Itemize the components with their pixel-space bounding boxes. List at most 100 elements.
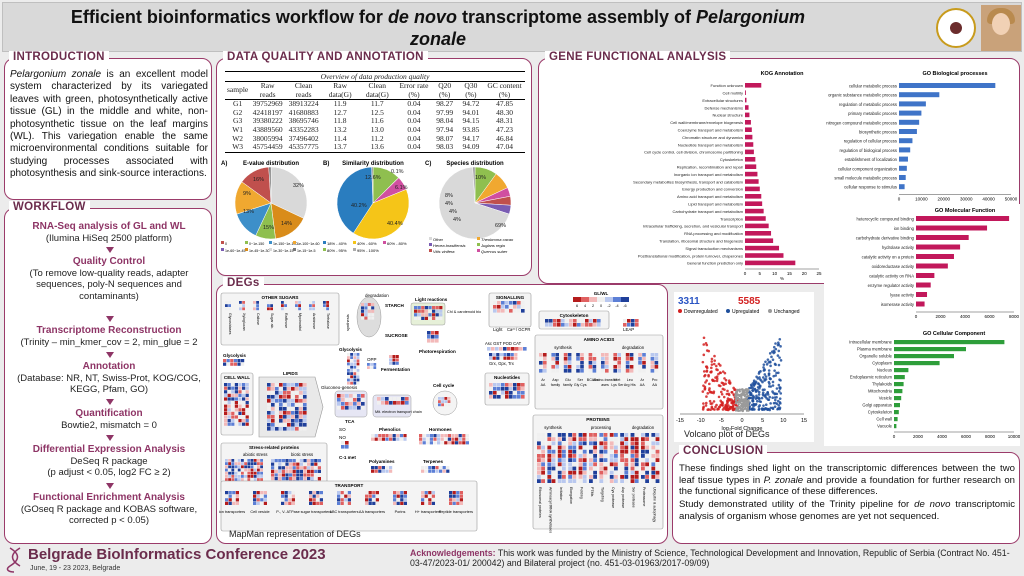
heatmap-cell [599,475,604,479]
tick-label: 6000 [984,314,995,319]
table-cell: 48.30 [496,107,513,117]
heatmap-cell [417,309,421,313]
bar [916,282,931,288]
heatmap-cell [283,411,287,415]
heatmap-cell [547,466,552,471]
heatmap-cell [223,362,227,366]
heatmap-cell [295,411,299,415]
pie-slice-species [472,166,476,204]
heatmap-cell [283,407,287,411]
cell-wall-label: CELL WALL [224,375,250,380]
heatmap-cell [237,468,241,472]
heatmap-cell [505,301,509,305]
heatmap-cell [444,437,448,441]
heatmap-cell [589,449,593,454]
heatmap-cell [250,468,254,472]
heatmap-cell [592,357,597,361]
heatmap-cell [624,470,629,475]
legend-swatch [245,241,248,244]
volcano-point [771,406,775,410]
heatmap-cell [601,353,605,357]
heatmap-cell [456,491,460,495]
heatmap-cell [401,397,405,401]
heatmap-cell [287,427,291,431]
volcano-point [771,380,775,384]
heatmap-cell [620,449,624,454]
table-cell: 94.01 [462,107,480,117]
heatmap-cell [489,383,493,387]
heatmap-cell [493,395,497,399]
heatmap-cell [244,475,247,478]
heatmap-cell [650,369,655,373]
axis-label: log₂Fold Change [722,426,763,432]
conclusion-italic: P. zonale [763,474,804,486]
heatmap-cell [641,479,645,483]
heatmap-cell [489,387,493,391]
transport-label: TRANSPORT [335,483,364,488]
heatmap-cell [651,445,656,450]
heatmap-cell [593,449,597,454]
volcano-point [717,395,721,399]
heatmap-cell [625,361,630,365]
bar-label: Function unknown [711,83,743,88]
volcano-point [764,360,767,364]
tick-label: 4000 [960,314,971,319]
heatmap-cell [603,449,608,454]
heatmap-cell [641,445,645,450]
heatmap-cell [237,462,241,465]
conclusion-text: Study demonstrated utility of the Trinit… [679,499,915,510]
bar [745,201,763,206]
heatmap-cell [271,423,275,427]
heatmap-cell [256,494,260,498]
heatmap-cell [513,395,517,399]
heatmap-cell [242,404,246,408]
data-quality-panel: DATA QUALITY AND ANNOTATION Overview of … [216,51,532,276]
heatmap-cell [257,468,260,472]
heatmap-cell [299,473,303,477]
heatmap-cell [234,393,238,397]
heatmap-cell [237,465,241,469]
heatmap-cell [447,437,451,441]
heatmap-cell [609,445,614,450]
heatmap-cell [227,393,231,397]
heatmap-cell [428,491,432,495]
prot-synthesis-label: synthesis [544,425,561,430]
heatmap-cell [620,475,624,479]
amino-item: BCAAs [587,378,599,382]
table-cell: G1 [233,99,243,109]
heatmap-cell [378,434,382,438]
heatmap-cell [350,369,353,372]
heatmap-cell [292,462,296,466]
pie-letter: A) [221,161,227,167]
heatmap-cell [356,353,360,356]
hormones-label: Hormones [429,427,452,432]
heatmap-cell [601,365,605,369]
pie-label: 40.2% [351,203,367,209]
table-row: W3 45754459 45357775 13.7 13.6 0.04 98.03 94.09… [225,142,525,153]
heatmap-cell [582,479,587,483]
heatmap-cell [253,475,257,478]
heatmap-cell [326,307,329,311]
heatmap-cell [582,470,587,475]
volcano-point [707,349,711,353]
heatmap-cell [576,369,580,373]
heatmap-cell [541,466,545,471]
bar-label: Translation, ribosomal structure and bio… [659,239,743,244]
bar-label: Vacuole [877,424,892,429]
bar [894,354,954,359]
heatmap-cell [620,458,624,462]
heatmap-cell [368,501,372,505]
volcano-point [763,388,766,391]
volcano-point [710,370,713,373]
volcano-point [764,378,768,381]
heatmap-cell [317,473,321,477]
volcano-point [710,363,714,366]
heatmap-cell [296,477,300,481]
mit-label: Mit. electron transport chain [375,410,422,414]
heatmap-cell [278,473,282,477]
transport-item: ABC transporters [329,510,358,514]
heatmap-cell [489,353,493,357]
heatmap-cell [284,498,288,502]
heatmap-cell [356,365,360,369]
heatmap-cell [381,397,385,401]
